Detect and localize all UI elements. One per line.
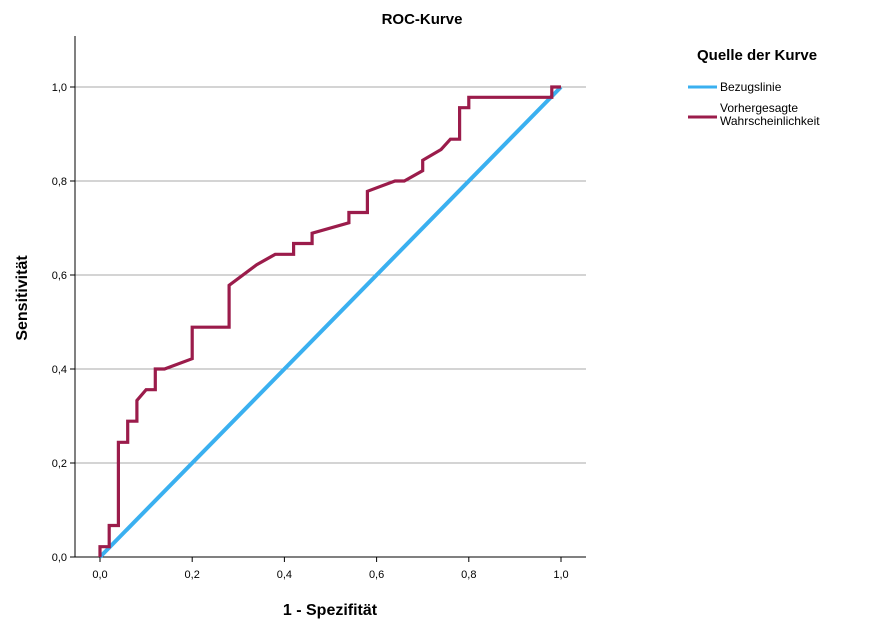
y-tick-label: 0,2 bbox=[52, 458, 67, 470]
legend: Quelle der Kurve Bezugslinie Vorhergesag… bbox=[688, 47, 820, 128]
x-axis-label: 1 - Spezifität bbox=[283, 602, 378, 619]
legend-label-vorhergesagte-line1: Vorhergesagte bbox=[720, 101, 798, 115]
y-tick-label: 0,8 bbox=[52, 176, 67, 188]
x-tick-label: 0,6 bbox=[369, 569, 384, 581]
x-tick-label: 0,2 bbox=[185, 569, 200, 581]
y-tick-label: 0,4 bbox=[52, 364, 67, 376]
y-tick-label: 0,6 bbox=[52, 270, 67, 282]
x-tick-label: 0,4 bbox=[277, 569, 292, 581]
chart-title: ROC-Kurve bbox=[382, 11, 463, 28]
x-tick-label: 0,0 bbox=[92, 569, 107, 581]
legend-label-bezugslinie: Bezugslinie bbox=[720, 80, 782, 94]
x-tick-label: 0,8 bbox=[461, 569, 476, 581]
y-tick-label: 0,0 bbox=[52, 552, 67, 564]
y-tick-label: 1,0 bbox=[52, 82, 67, 94]
legend-label-vorhergesagte-line2: Wahrscheinlichkeit bbox=[720, 114, 820, 128]
series-line-bezugslinie bbox=[98, 85, 563, 559]
series-line-vorhergesagte-wahrscheinlichkeit bbox=[98, 85, 561, 557]
x-tick-label: 1,0 bbox=[553, 569, 568, 581]
plot-area: 0,0 0,2 0,4 0,6 0,8 1,0 0,0 0,2 0,4 0,6 0,8 1,0 bbox=[52, 36, 586, 581]
y-axis-label: Sensitivität bbox=[14, 255, 31, 341]
legend-title: Quelle der Kurve bbox=[697, 47, 817, 64]
